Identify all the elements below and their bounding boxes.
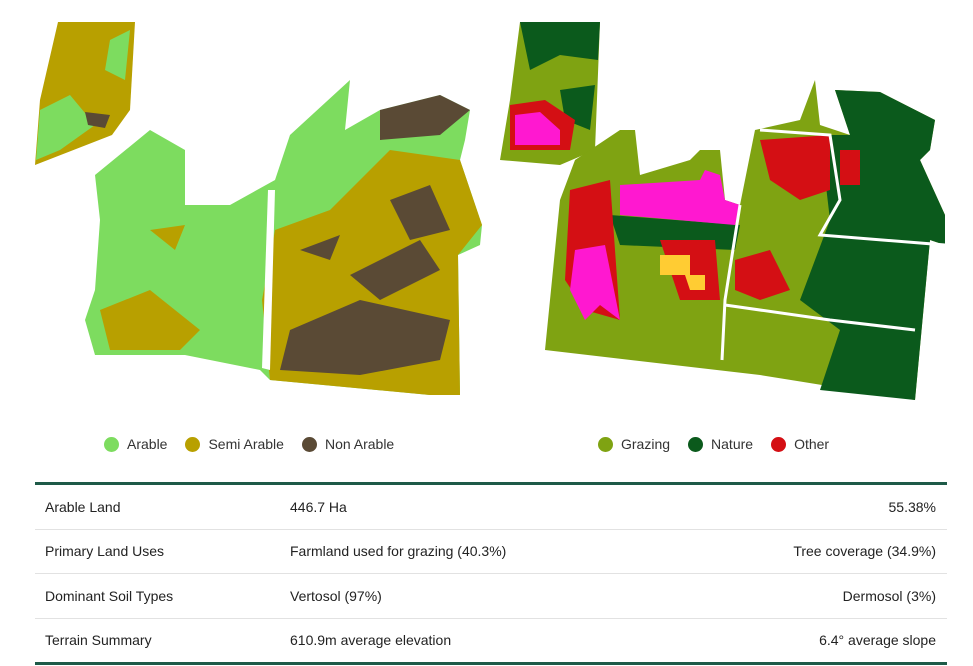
table-cell: Dominant Soil Types <box>45 587 174 604</box>
table-row: Terrain Summary 610.9m average elevation 6… <box>35 617 947 663</box>
maps <box>35 22 946 400</box>
table-cell: Tree coverage (34.9%) <box>793 543 936 560</box>
legend-swatch <box>771 436 787 452</box>
land-use-map <box>500 22 946 400</box>
legend-item: Arable <box>104 436 167 452</box>
table-cell: Arable Land <box>45 498 121 515</box>
legend-item: Nature <box>688 436 753 452</box>
legend-item: Grazing <box>598 436 670 452</box>
table-row: Arable Land 446.7 Ha 55.38% <box>35 485 947 529</box>
legend-item: Non Arable <box>301 436 395 452</box>
legend-item: Semi Arable <box>185 436 284 452</box>
table-cell: 55.38% <box>888 498 936 515</box>
table-cell: Terrain Summary <box>45 632 152 649</box>
legend-label: Non Arable <box>324 436 395 452</box>
legend-swatch <box>104 436 119 452</box>
table-cell: 6.4° average slope <box>819 632 936 649</box>
legend-swatch <box>185 436 201 452</box>
table-cell: Vertosol (97%) <box>290 587 382 604</box>
legend-label: Other <box>794 436 830 452</box>
table-cell: Primary Land Uses <box>45 543 165 560</box>
legend-label: Arable <box>127 436 168 452</box>
table-cell: 446.7 Ha <box>290 498 347 515</box>
legend: Grazing Nature Other <box>598 436 829 452</box>
legend-swatch <box>598 436 613 452</box>
legend: Arable Semi Arable Non Arable <box>104 436 394 452</box>
table-cell: 610.9m average elevation <box>290 632 452 649</box>
legend-label: Nature <box>711 436 754 452</box>
table-cell: Dermosol (3%) <box>842 587 936 604</box>
table-row: Dominant Soil Types Vertosol (97%) Dermoso… <box>35 573 947 618</box>
summary-table: Arable Land 446.7 Ha 55.38% Primary Land Us… <box>35 482 947 665</box>
soil-map <box>35 22 482 395</box>
legend-swatch <box>688 436 704 452</box>
legend-item: Other <box>771 436 829 452</box>
legend-label: Grazing <box>621 436 671 452</box>
legend-label: Semi Arable <box>208 436 284 452</box>
legend-swatch <box>301 436 317 452</box>
table-row: Primary Land Uses Farmland used for grazi… <box>35 528 947 574</box>
table-cell: Farmland used for grazing (40.3%) <box>290 543 507 560</box>
